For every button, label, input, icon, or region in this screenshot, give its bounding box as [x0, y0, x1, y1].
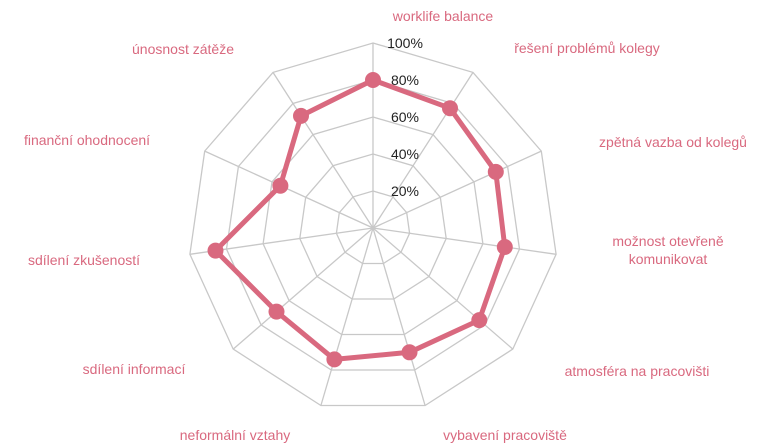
- data-point-0: [365, 72, 381, 88]
- spoke-3: [372, 227, 557, 255]
- tick-label-40: 40%: [391, 146, 419, 162]
- tick-label-80: 80%: [391, 72, 419, 88]
- spoke-4: [372, 227, 514, 350]
- tick-label-20: 20%: [391, 183, 419, 199]
- grid-ring-20: [335, 190, 411, 265]
- spoke-2: [372, 150, 542, 229]
- category-label-5: vybavení pracoviště: [443, 427, 567, 443]
- category-label-1: řešení problémů kolegy: [514, 40, 660, 56]
- data-point-7: [268, 303, 285, 320]
- category-label-3: možnost otevřeně komunikovat: [612, 233, 723, 267]
- data-point-9: [272, 177, 289, 194]
- grid: [189, 42, 557, 407]
- category-label-6: neformální vztahy: [180, 427, 291, 443]
- category-label-10: únosnost zátěže: [132, 41, 234, 57]
- data-point-1: [442, 100, 458, 117]
- series-line: [213, 77, 508, 362]
- category-label-9: finanční ohodnocení: [24, 132, 150, 148]
- spoke-9: [204, 150, 374, 229]
- grid-ring-80: [225, 79, 521, 371]
- tick-label-60: 60%: [391, 109, 419, 125]
- grid-ring-40: [299, 153, 447, 300]
- spoke-7: [232, 227, 374, 350]
- grid-ring-60: [262, 116, 484, 336]
- spoke-10: [272, 72, 374, 229]
- category-label-2: zpětná vazba od kolegů: [599, 134, 747, 150]
- grid-ring-100: [189, 42, 557, 407]
- spoke-5: [372, 227, 426, 406]
- spoke-6: [320, 227, 374, 406]
- category-labels: worklife balance řešení problémů kolegy zp…: [24, 8, 747, 443]
- data-point-4: [471, 312, 488, 329]
- category-label-7: sdílení informací: [83, 361, 186, 377]
- data-point-10: [293, 107, 309, 124]
- data-point-3: [496, 239, 513, 255]
- series: [207, 72, 513, 368]
- data-point-6: [326, 351, 343, 368]
- category-label-0: worklife balance: [392, 8, 494, 24]
- data-point-8: [207, 242, 224, 259]
- tick-label-100: 100%: [387, 35, 423, 51]
- spoke-1: [372, 72, 474, 229]
- data-point-5: [401, 344, 418, 361]
- tick-labels: 20% 40% 60% 80% 100%: [387, 35, 423, 199]
- category-label-4: atmosféra na pracovišti: [565, 363, 710, 379]
- data-point-2: [487, 163, 504, 180]
- category-label-8: sdílení zkušeností: [28, 252, 140, 268]
